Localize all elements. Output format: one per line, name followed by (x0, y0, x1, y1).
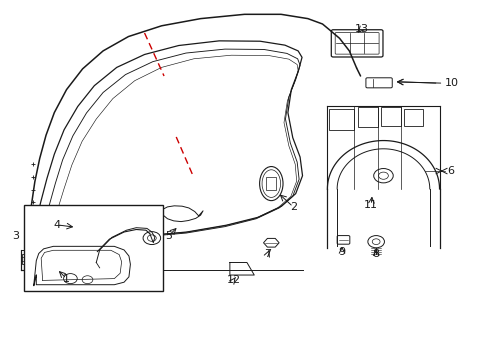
Text: 12: 12 (226, 275, 241, 285)
Text: 7: 7 (264, 248, 271, 258)
Bar (22, 253, 26, 264)
Text: 10: 10 (444, 78, 457, 88)
Bar (404, 109, 422, 126)
Text: 8: 8 (372, 248, 379, 258)
Bar (266, 177, 276, 190)
Text: 5: 5 (165, 231, 172, 240)
Bar (24, 205, 163, 291)
Bar (357, 107, 377, 127)
Bar (380, 107, 400, 126)
Text: 1: 1 (63, 274, 70, 284)
Text: 9: 9 (338, 247, 345, 257)
Text: 3: 3 (12, 231, 19, 240)
Text: 4: 4 (53, 220, 60, 230)
Text: 13: 13 (354, 24, 368, 34)
Text: 11: 11 (364, 200, 378, 210)
Text: 6: 6 (446, 166, 453, 176)
Text: 2: 2 (289, 202, 296, 212)
Bar (328, 109, 353, 130)
